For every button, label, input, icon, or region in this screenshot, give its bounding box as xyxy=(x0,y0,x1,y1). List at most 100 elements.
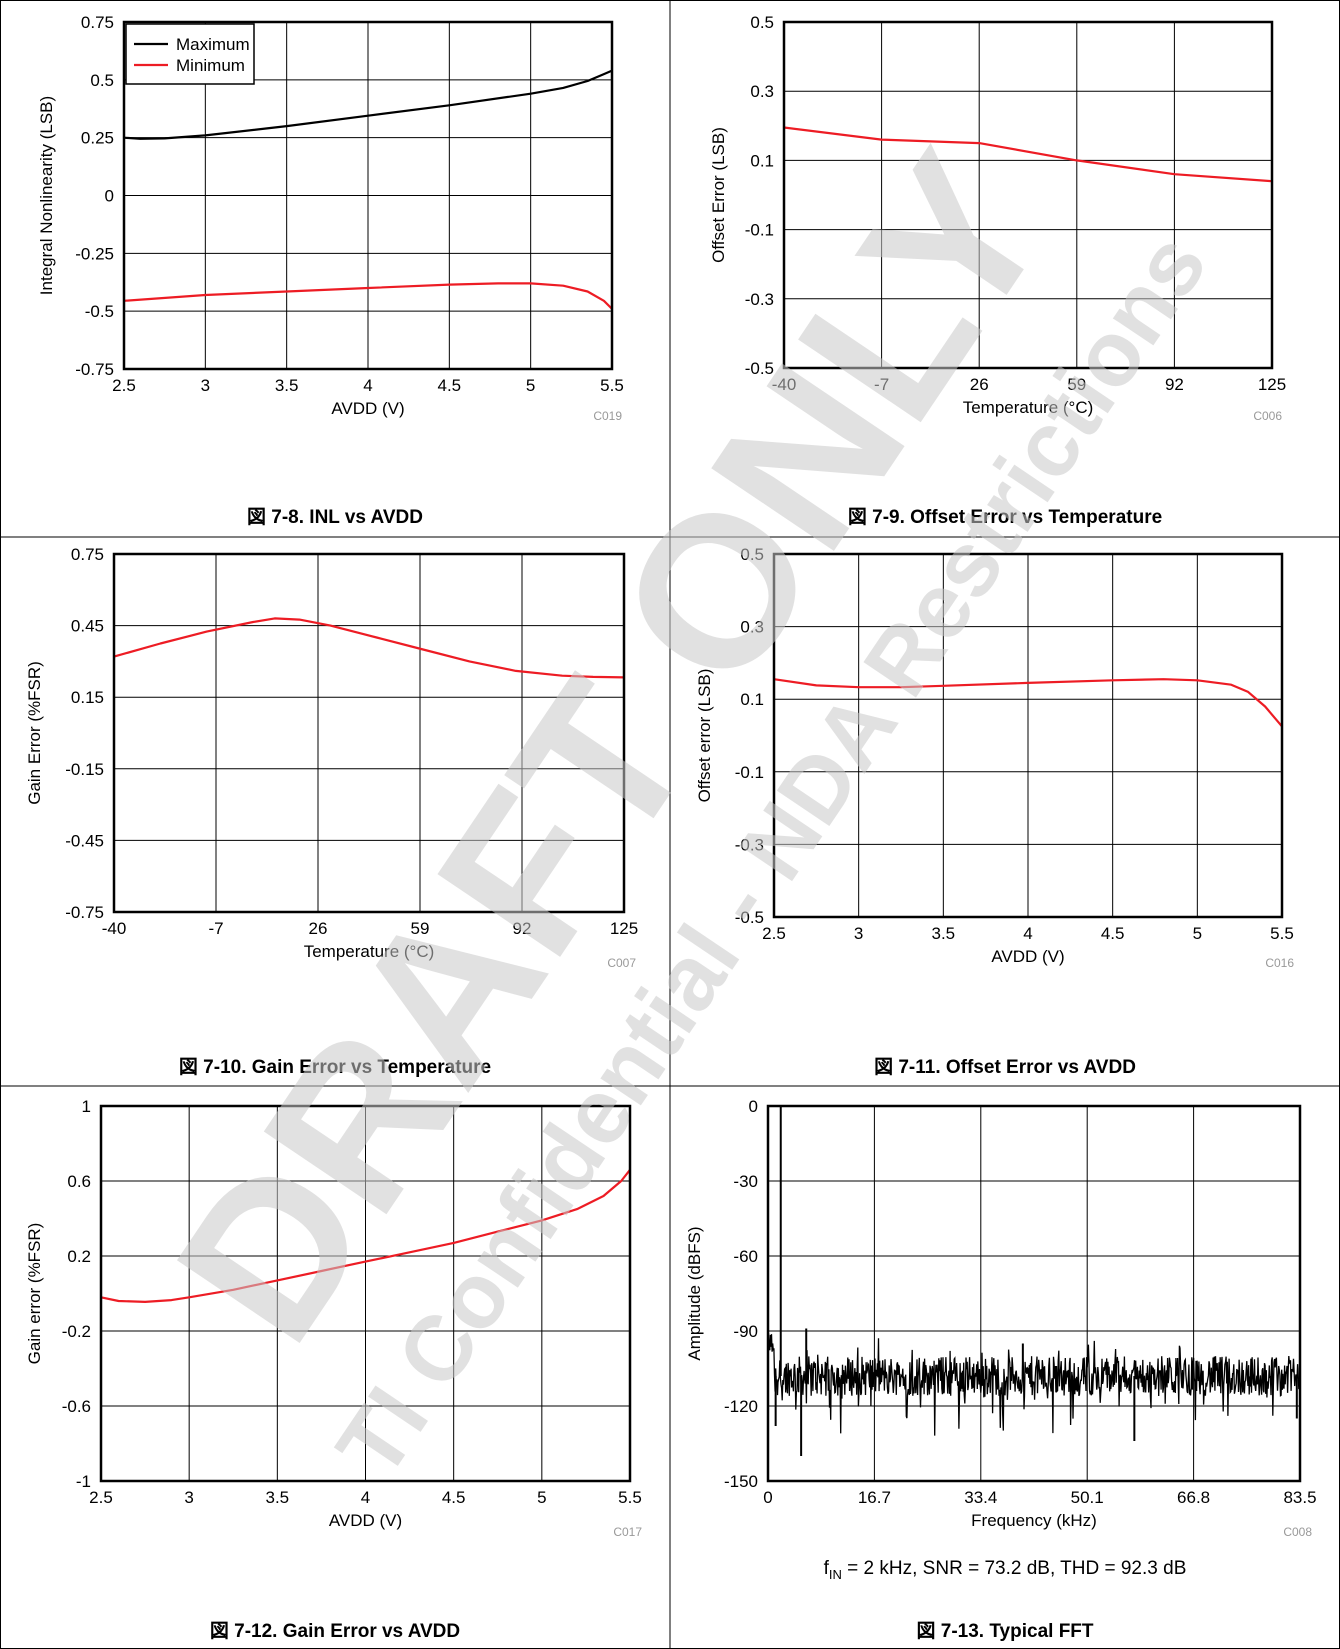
x-tick-label: 16.7 xyxy=(858,1488,891,1507)
x-tick-label: 5 xyxy=(526,376,535,395)
x-tick-label: 2.5 xyxy=(89,1488,113,1507)
chart-panel-typical-fft: 0 16.7 33.4 50.1 66.8 83.5 -150 -120 -90 -60 -30 0 F… xyxy=(670,1086,1340,1649)
y-tick-label: 0.75 xyxy=(71,545,104,564)
figure-caption: 図 7-8. INL vs AVDD xyxy=(247,507,423,528)
y-tick-label: -0.6 xyxy=(62,1397,91,1416)
y-tick-label: 0.75 xyxy=(81,13,114,32)
x-tick-label: 2.5 xyxy=(762,924,786,943)
chart-svg: -40 -7 26 59 92 125 -0.5 -0.3 -0.1 0.1 0.3 0.5 Tempe… xyxy=(709,13,1286,423)
y-tick-label: -0.3 xyxy=(745,290,774,309)
plot-frame xyxy=(766,1104,1302,1483)
chart-svg: 2.5 3 3.5 4 4.5 5 5.5 -0.5 -0.3 -0.1 0.1 0.3 0.5 AVDD… xyxy=(695,545,1294,970)
y-tick-label: 0.6 xyxy=(67,1172,91,1191)
x-tick-label: 4.5 xyxy=(1101,924,1125,943)
y-tick-label: -120 xyxy=(724,1397,758,1416)
x-tick-label: 5 xyxy=(537,1488,546,1507)
y-tick-label: 0.3 xyxy=(740,618,764,637)
y-tick-label: 0.5 xyxy=(90,71,114,90)
figure-caption: 図 7-10. Gain Error vs Temperature xyxy=(178,1057,492,1078)
chart-svg: 2.5 3 3.5 4 4.5 5 5.5 -0.75 -0.5 -0.25 0 0.25 0.5 0.7… xyxy=(37,13,624,423)
x-tick-label: 125 xyxy=(610,919,638,938)
figure-caption: 図 7-13. Typical FFT xyxy=(916,1621,1094,1642)
legend-label: Maximum xyxy=(176,35,250,54)
figure-code: C016 xyxy=(1265,956,1294,970)
x-axis-label: AVDD (V) xyxy=(331,399,404,418)
series-line-1 xyxy=(123,282,613,310)
x-tick-label: 3 xyxy=(854,924,863,943)
x-tick-label: 5.5 xyxy=(618,1488,642,1507)
series-line-0 xyxy=(123,69,613,140)
figure-caption: 図 7-12. Gain Error vs AVDD xyxy=(209,1621,461,1642)
x-tick-label: -7 xyxy=(874,375,889,394)
x-axis-label: AVDD (V) xyxy=(329,1511,402,1530)
y-tick-label: 0.2 xyxy=(67,1247,91,1266)
y-tick-label: 0 xyxy=(105,187,114,206)
y-tick-label: -0.1 xyxy=(735,763,764,782)
y-tick-label: 0.1 xyxy=(750,151,774,170)
plot-frame xyxy=(782,20,1274,370)
x-tick-label: 5 xyxy=(1193,924,1202,943)
figure-code: C017 xyxy=(613,1525,642,1539)
x-tick-label: 5.5 xyxy=(600,376,624,395)
x-tick-label: 4.5 xyxy=(442,1488,466,1507)
x-tick-label: 125 xyxy=(1258,375,1286,394)
y-tick-label: 0 xyxy=(749,1097,758,1116)
y-tick-label: -0.15 xyxy=(65,760,104,779)
y-tick-label: 0.45 xyxy=(71,617,104,636)
y-axis-label: Offset Error (LSB) xyxy=(709,127,728,263)
legend-label: Minimum xyxy=(176,56,245,75)
chart-svg: -40 -7 26 59 92 125 -0.75 -0.45 -0.15 0.15 0.45 0.7… xyxy=(25,545,638,970)
x-tick-label: 5.5 xyxy=(1270,924,1294,943)
x-tick-label: 4.5 xyxy=(438,376,462,395)
x-tick-label: -7 xyxy=(208,919,223,938)
x-tick-label: 50.1 xyxy=(1071,1488,1104,1507)
x-axis-label: Frequency (kHz) xyxy=(971,1511,1097,1530)
y-axis-label: Gain Error (%FSR) xyxy=(25,661,44,805)
x-tick-label: 66.8 xyxy=(1177,1488,1210,1507)
series-line-0 xyxy=(783,126,1273,183)
x-tick-label: 92 xyxy=(1165,375,1184,394)
x-tick-label: -40 xyxy=(772,375,797,394)
series-line-0 xyxy=(773,678,1283,728)
y-tick-label: -0.3 xyxy=(735,835,764,854)
chart-panel-offset-vs-avdd: 2.5 3 3.5 4 4.5 5 5.5 -0.5 -0.3 -0.1 0.1 0.3 0.5 AVDD… xyxy=(670,537,1340,1086)
x-tick-label: 3.5 xyxy=(266,1488,290,1507)
y-tick-label: 1 xyxy=(82,1097,91,1116)
x-tick-label: 2.5 xyxy=(112,376,136,395)
chart-svg: 0 16.7 33.4 50.1 66.8 83.5 -150 -120 -90 -60 -30 0 F… xyxy=(685,1097,1317,1539)
x-tick-label: -40 xyxy=(102,919,127,938)
plot-frame xyxy=(99,1104,632,1483)
x-tick-label: 4 xyxy=(361,1488,370,1507)
y-axis-label: Gain error (%FSR) xyxy=(25,1223,44,1365)
x-tick-label: 4 xyxy=(363,376,372,395)
y-axis-label: Amplitude (dBFS) xyxy=(685,1226,704,1360)
x-tick-label: 3 xyxy=(201,376,210,395)
series-line-0 xyxy=(100,1169,631,1303)
y-tick-label: 0.25 xyxy=(81,129,114,148)
y-tick-label: -0.5 xyxy=(735,908,764,927)
x-tick-label: 26 xyxy=(309,919,328,938)
figure-caption: 図 7-9. Offset Error vs Temperature xyxy=(847,507,1163,528)
y-tick-label: 0.5 xyxy=(750,13,774,32)
y-tick-label: -90 xyxy=(733,1322,758,1341)
y-tick-label: 0.3 xyxy=(750,82,774,101)
x-tick-label: 33.4 xyxy=(964,1488,997,1507)
y-tick-label: -0.75 xyxy=(65,903,104,922)
fft-spectrum-line xyxy=(767,1330,1301,1436)
y-tick-label: -150 xyxy=(724,1472,758,1491)
chart-panel-offset-vs-temperature: -40 -7 26 59 92 125 -0.5 -0.3 -0.1 0.1 0.3 0.5 Tempe… xyxy=(670,0,1340,537)
y-tick-label: -0.2 xyxy=(62,1322,91,1341)
x-tick-label: 92 xyxy=(513,919,532,938)
figure-code: C007 xyxy=(607,956,636,970)
y-tick-label: 0.15 xyxy=(71,688,104,707)
y-axis-label: Integral Nonlinearity (LSB) xyxy=(37,96,56,295)
x-tick-label: 59 xyxy=(1067,375,1086,394)
x-tick-label: 3 xyxy=(184,1488,193,1507)
y-axis-label: Offset error (LSB) xyxy=(695,669,714,803)
figure-caption: 図 7-11. Offset Error vs AVDD xyxy=(874,1057,1136,1078)
chart-svg: 2.5 3 3.5 4 4.5 5 5.5 -1 -0.6 -0.2 0.2 0.6 1 AVDD (V)… xyxy=(25,1097,642,1539)
y-tick-label: 0.5 xyxy=(740,545,764,564)
chart-panel-gain-vs-temperature: -40 -7 26 59 92 125 -0.75 -0.45 -0.15 0.15 0.45 0.7… xyxy=(0,537,670,1086)
chart-panel-gain-vs-avdd: 2.5 3 3.5 4 4.5 5 5.5 -1 -0.6 -0.2 0.2 0.6 1 AVDD (V)… xyxy=(0,1086,670,1649)
y-tick-label: -0.45 xyxy=(65,831,104,850)
